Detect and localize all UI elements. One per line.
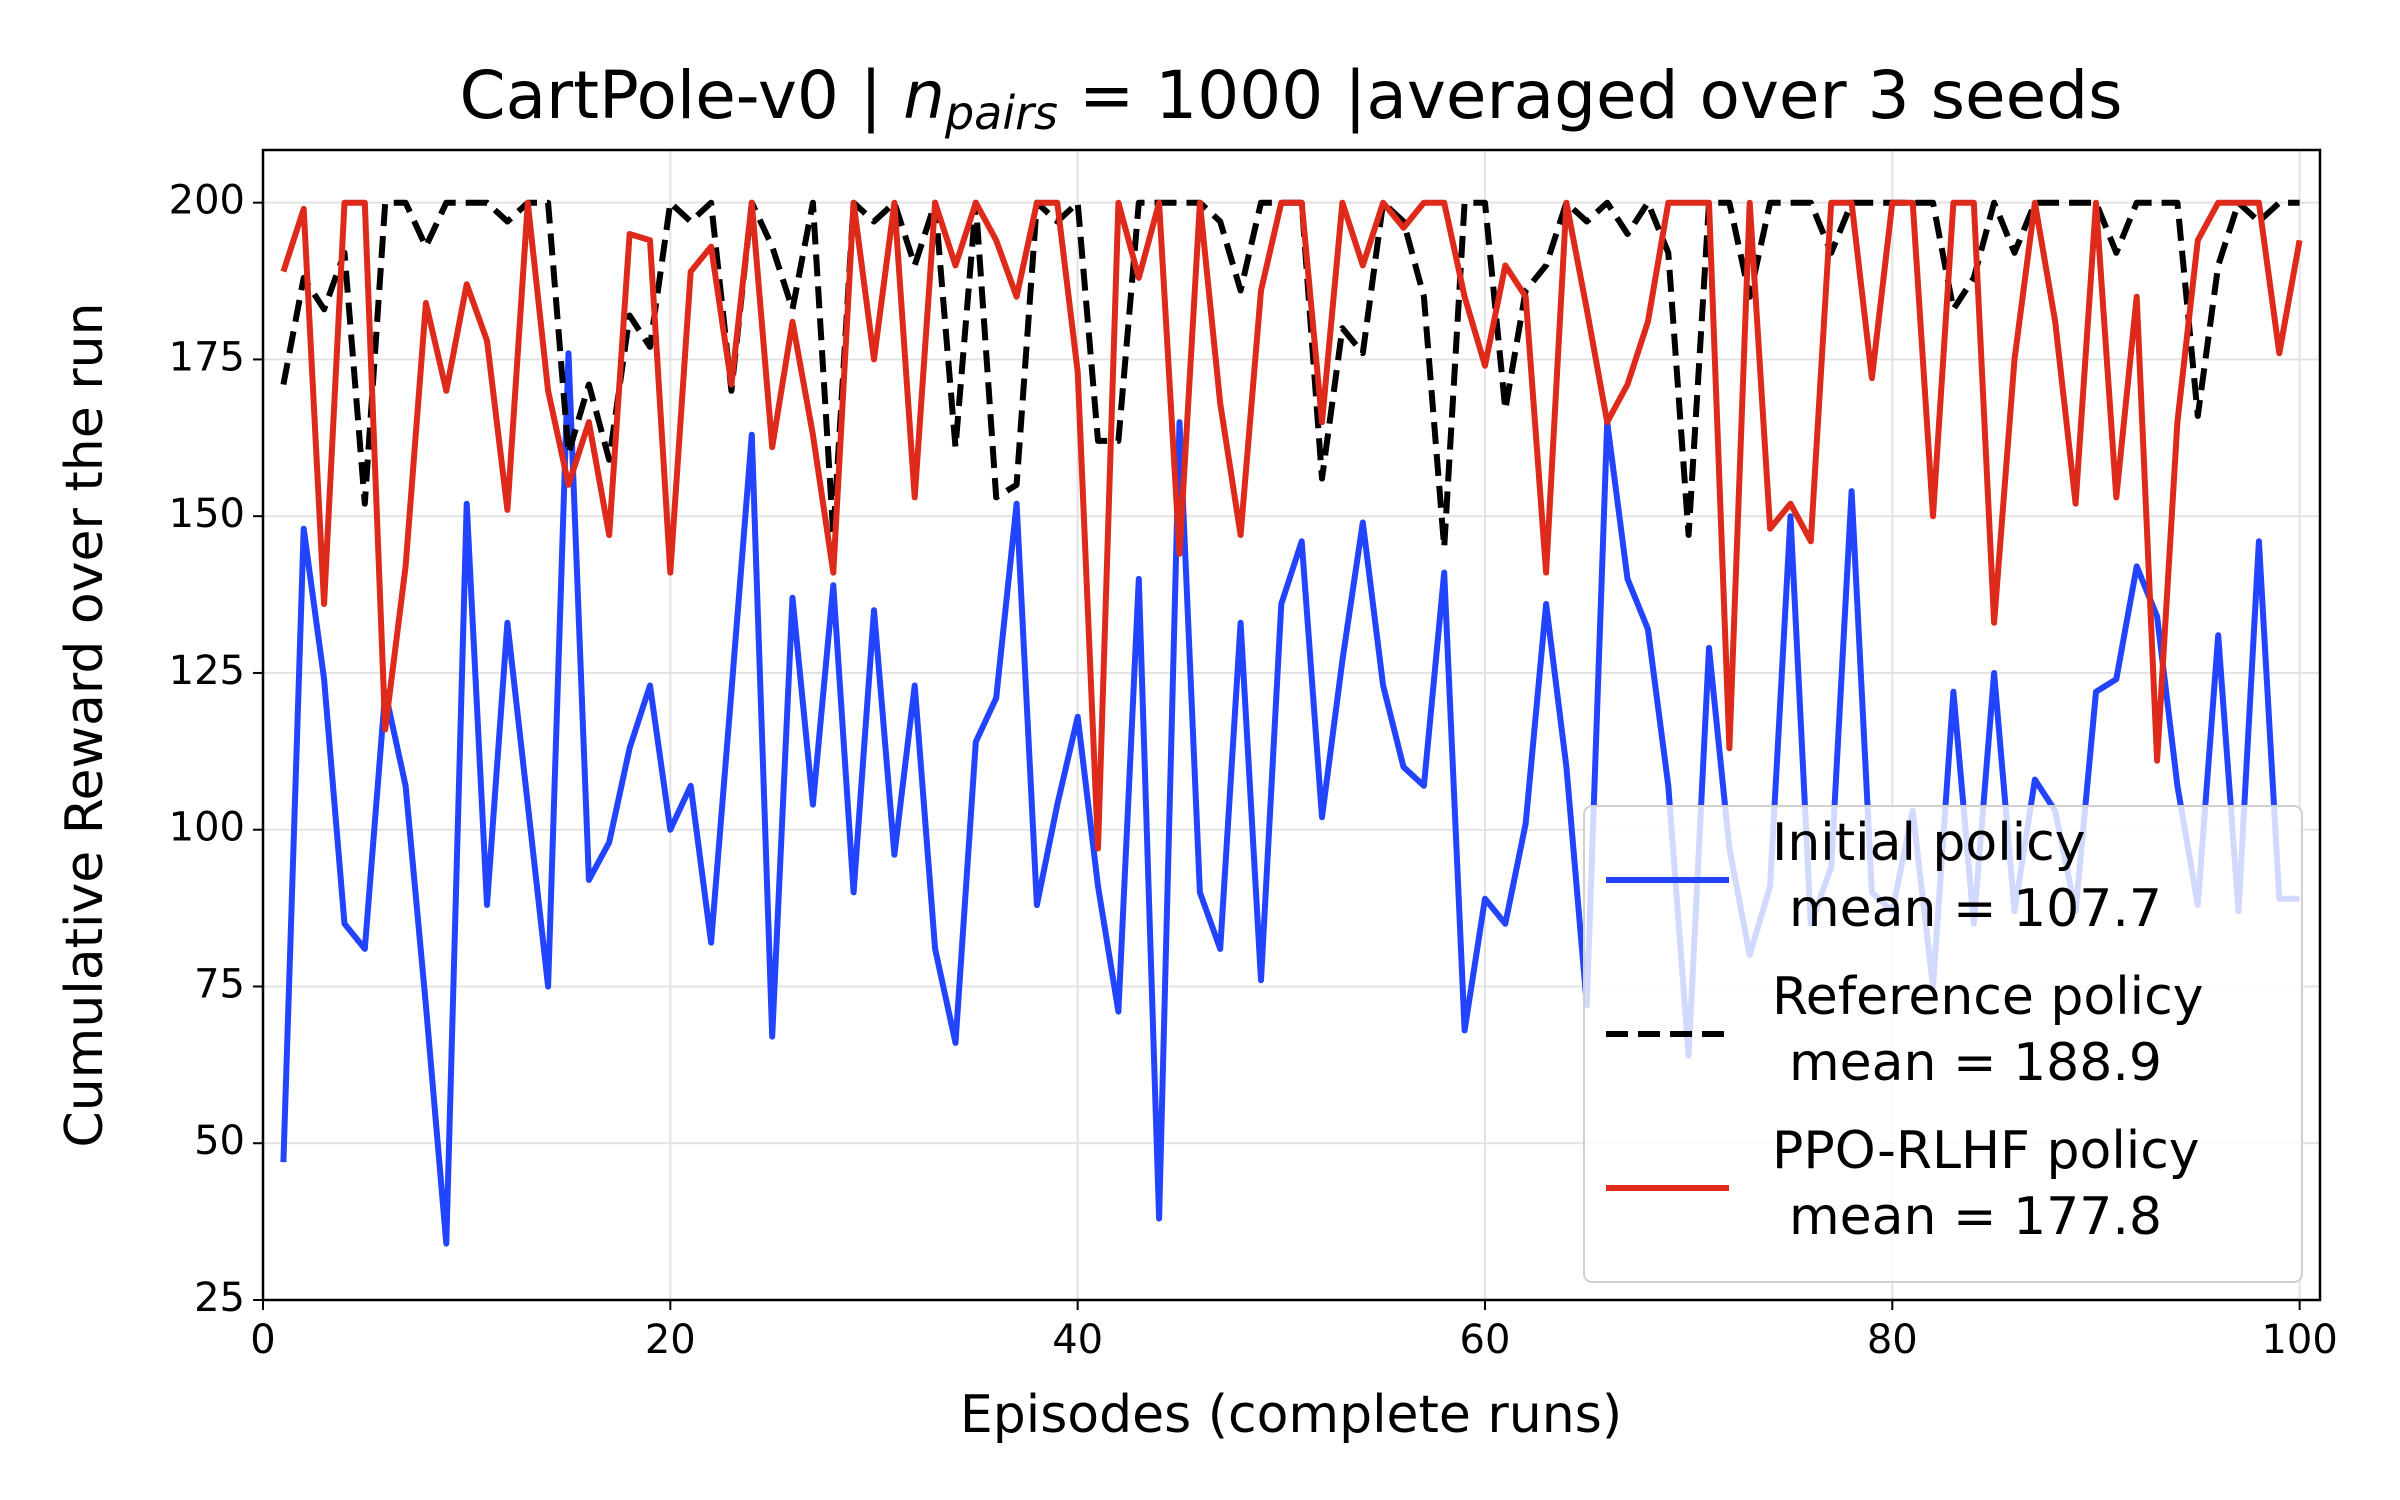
y-tick-label: 50 [194, 1118, 245, 1164]
y-tick-label: 25 [194, 1275, 245, 1321]
x-tick-label: 60 [1460, 1317, 1511, 1363]
legend-label: PPO-RLHF policy [1772, 1121, 2200, 1181]
series-line [280, 199, 2303, 852]
legend-mean: mean = 188.9 [1789, 1033, 2162, 1093]
legend-label: Reference policy [1772, 967, 2203, 1027]
y-axis-label: Cumulative Reward over the run [55, 302, 115, 1147]
x-tick-label: 40 [1052, 1317, 1103, 1363]
x-tick-label: 20 [645, 1317, 696, 1363]
x-tick-label: 100 [2261, 1317, 2337, 1363]
y-tick-label: 175 [169, 334, 245, 380]
y-tick-label: 100 [169, 805, 245, 851]
y-tick-label: 150 [169, 491, 245, 537]
y-tick-label: 200 [169, 178, 245, 224]
x-tick-label: 80 [1867, 1317, 1918, 1363]
series-line [280, 199, 2300, 551]
legend-mean: mean = 177.8 [1789, 1187, 2162, 1247]
title-text: CartPole-v0 | [459, 57, 903, 134]
legend-mean: mean = 107.7 [1789, 879, 2162, 939]
chart-title: CartPole-v0 | npairs = 1000 |averaged ov… [459, 57, 2122, 139]
legend-label: Initial policy [1772, 813, 2086, 873]
plot-frame [261, 148, 2322, 1302]
title-symbol: n [903, 57, 945, 134]
x-axis-label: Episodes (complete runs) [960, 1385, 1622, 1445]
y-tick-label: 125 [169, 648, 245, 694]
legend-box [1583, 805, 2303, 1283]
title-rest: = 1000 |averaged over 3 seeds [1058, 57, 2123, 134]
y-tick-label: 75 [194, 961, 245, 1007]
title-subscript: pairs [944, 86, 1058, 140]
x-tick-label: 0 [250, 1317, 275, 1363]
